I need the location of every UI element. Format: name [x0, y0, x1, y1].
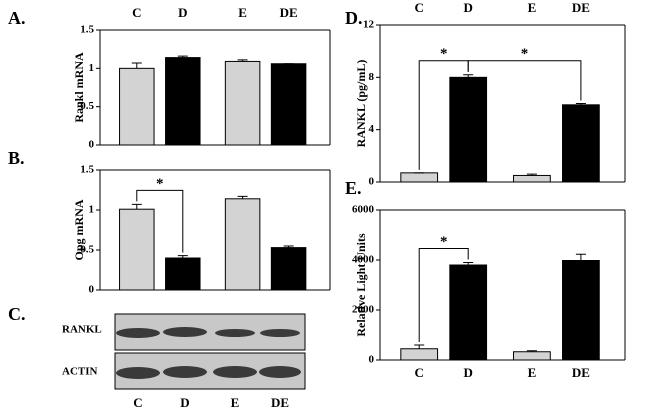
bar [513, 174, 551, 183]
x-tick-label: C [132, 5, 141, 20]
y-axis-label: Relative Light Units [354, 233, 368, 337]
error-bar [131, 203, 142, 210]
error-bar [463, 262, 474, 265]
y-axis-label: RANKL (pg/mL) [354, 60, 368, 148]
error-bar [526, 350, 537, 352]
panel-label: A. [8, 8, 26, 28]
bar [119, 208, 155, 291]
bar [165, 57, 201, 146]
y-tick-label: 6000 [352, 204, 375, 216]
blot-lane-label: DE [271, 395, 289, 410]
error-bar [526, 173, 537, 176]
bar [400, 172, 439, 183]
y-tick-label: 0.5 [80, 244, 94, 256]
y-tick-label: 4000 [352, 254, 375, 266]
x-tick-label: E [528, 365, 537, 380]
error-bar [177, 255, 188, 258]
blot-lane-label: E [231, 395, 240, 410]
bar [119, 67, 155, 146]
error-bar [237, 59, 248, 62]
error-bar [283, 245, 294, 248]
y-tick-label: 1 [89, 62, 95, 74]
y-tick-label: 1.5 [80, 164, 94, 176]
error-bar [414, 344, 425, 349]
y-tick-label: 0 [89, 284, 95, 296]
blot-lane-label: C [133, 395, 142, 410]
error-bar [575, 253, 586, 261]
x-tick-label: E [528, 0, 537, 15]
significance-label: * [521, 46, 529, 62]
significance-bracket [418, 248, 469, 342]
y-tick-label: 4 [369, 123, 375, 135]
error-bar [463, 74, 474, 78]
blot-lane-label: D [180, 395, 189, 410]
x-tick-label: C [415, 365, 424, 380]
y-tick-label: 0 [369, 176, 375, 188]
bar [224, 60, 261, 146]
y-tick-label: 0 [369, 354, 375, 366]
bar [270, 247, 307, 291]
significance-label: * [440, 234, 448, 250]
error-bar [575, 103, 586, 105]
bar [513, 351, 551, 361]
bar [165, 257, 201, 291]
y-tick-label: 1 [89, 204, 95, 216]
blot-bands [116, 327, 301, 379]
blot-row-label: ACTIN [62, 366, 98, 378]
bar [224, 198, 261, 291]
panel-label: D. [345, 8, 363, 28]
y-axis-label: Rankl mRNA [72, 52, 86, 123]
significance-bracket [136, 189, 184, 253]
panel-label: E. [345, 178, 362, 198]
western-blot [114, 313, 306, 390]
bar [400, 348, 439, 361]
error-bar [177, 55, 188, 58]
significance-label: * [156, 176, 164, 192]
x-tick-label: D [464, 0, 473, 15]
y-tick-label: 2000 [352, 304, 375, 316]
bar [449, 264, 488, 361]
significance-bracket [467, 60, 582, 101]
error-bar [131, 62, 142, 69]
bar [449, 76, 488, 183]
y-tick-label: 0 [89, 139, 95, 151]
y-axis-label: Opg mRNA [72, 199, 86, 260]
x-tick-label: DE [572, 0, 590, 15]
y-tick-label: 12 [363, 19, 375, 31]
y-tick-label: 1.5 [80, 24, 94, 36]
error-bar [237, 195, 248, 199]
x-tick-label: DE [572, 365, 590, 380]
panel-label: B. [8, 148, 25, 168]
panel-label: C. [8, 304, 26, 324]
y-tick-label: 0.5 [80, 100, 94, 112]
blot-row-label: RANKL [62, 324, 102, 336]
significance-label: * [440, 46, 448, 62]
x-tick-label: E [238, 5, 247, 20]
x-tick-label: C [415, 0, 424, 15]
x-tick-label: D [464, 365, 473, 380]
bar [562, 260, 600, 361]
x-tick-label: DE [280, 5, 298, 20]
bar [562, 104, 600, 183]
y-tick-label: 8 [369, 71, 375, 83]
bar [270, 63, 307, 146]
x-tick-label: D [178, 5, 187, 20]
